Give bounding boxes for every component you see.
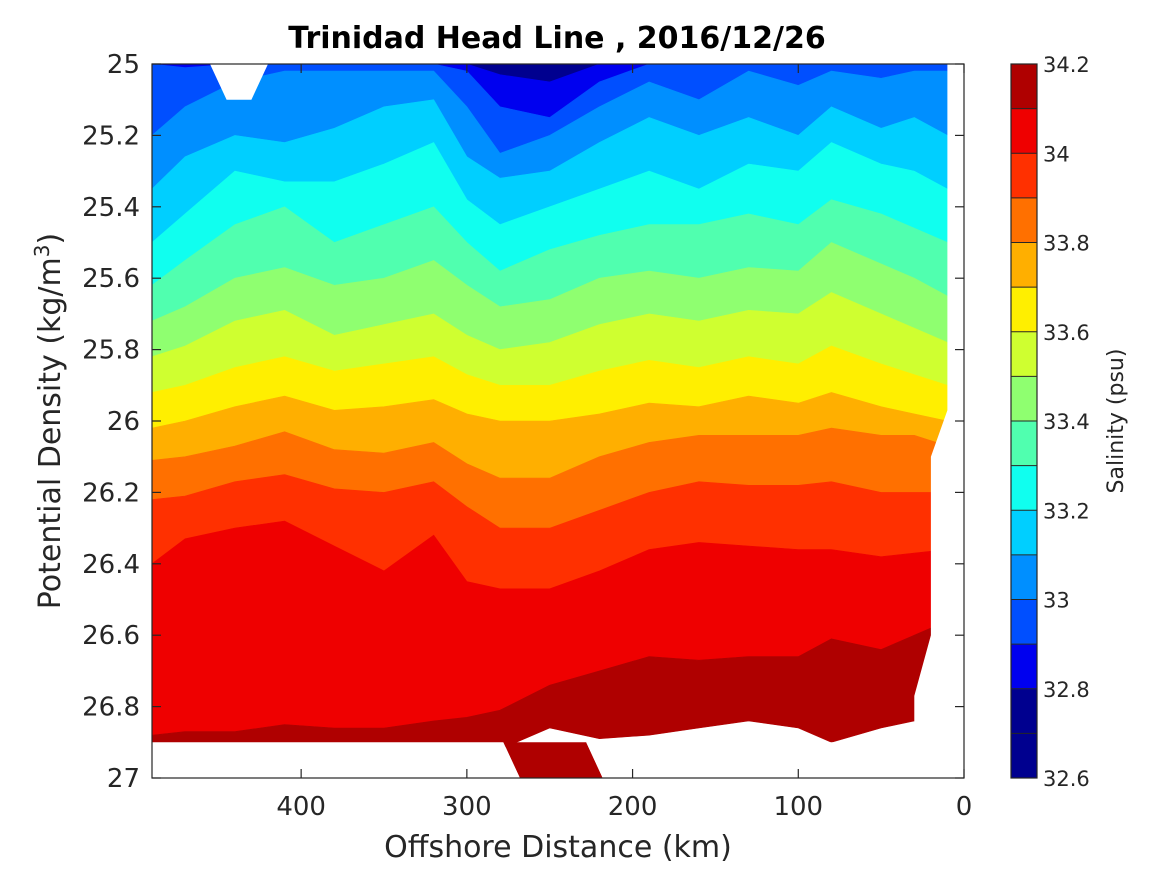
colorbar-segment	[1011, 287, 1037, 333]
colorbar-segment	[1011, 465, 1037, 511]
y-axis-title-superscript: 3	[30, 244, 54, 257]
contour-band-max	[503, 742, 603, 778]
colorbar-segment	[1011, 153, 1037, 199]
missing-region-bottom-right-gap	[586, 742, 633, 778]
colorbar-tick-label: 33.4	[1043, 410, 1090, 434]
colorbar-segment	[1011, 242, 1037, 288]
colorbar-segment	[1011, 688, 1037, 734]
y-axis-title-suffix: )	[33, 233, 68, 245]
colorbar-tick-label: 32.8	[1043, 678, 1090, 702]
colorbar-tick-label: 33.2	[1043, 499, 1090, 523]
x-axis-title: Offshore Distance (km)	[384, 830, 732, 865]
y-tick-label: 25.6	[82, 264, 140, 294]
plot-area	[151, 63, 965, 779]
missing-region-bottom-strip	[152, 742, 520, 778]
x-tick-label: 300	[442, 792, 492, 822]
y-tick-label: 25.8	[82, 336, 140, 366]
chart-title: Trinidad Head Line , 2016/12/26	[288, 21, 825, 56]
x-axis: 400 300 200 100 0	[276, 64, 972, 822]
colorbar-tick-label: 33.8	[1043, 232, 1090, 256]
colorbar-tick-label: 34	[1043, 142, 1070, 166]
colorbar-segment	[1011, 644, 1037, 690]
colorbar-tick-label: 34.2	[1043, 53, 1090, 77]
y-tick-label: 25	[107, 50, 140, 80]
x-tick-label: 200	[608, 792, 658, 822]
colorbar-segment	[1011, 421, 1037, 467]
y-tick-label: 26.4	[82, 550, 140, 580]
y-tick-label: 26.8	[82, 693, 140, 723]
colorbar-frame	[1010, 63, 1038, 779]
x-tick-label: 0	[956, 792, 973, 822]
colorbar-segment	[1011, 197, 1037, 243]
missing-region-top-notch	[210, 64, 268, 100]
colorbar-tick-label: 33	[1043, 589, 1070, 613]
colorbar-segment	[1011, 599, 1037, 645]
y-tick-label: 25.4	[82, 193, 140, 223]
colorbar: 34.2 34 33.8 33.6 33.4 33.2 33 32.8 32.6	[1010, 53, 1090, 791]
colorbar-segment	[1011, 376, 1037, 422]
colorbar-segment	[1011, 510, 1037, 556]
x-tick-label: 100	[773, 792, 823, 822]
x-tick-label: 400	[276, 792, 326, 822]
y-axis-title-main: Potential Density (kg/m	[33, 257, 68, 609]
colorbar-segment	[1011, 64, 1037, 110]
missing-data-regions	[152, 64, 964, 778]
y-tick-label: 25.2	[82, 121, 140, 151]
y-tick-label: 26	[107, 407, 140, 437]
colorbar-segment	[1011, 331, 1037, 377]
contour-bands	[151, 63, 948, 778]
colorbar-segment	[1011, 554, 1037, 600]
colorbar-segment	[1011, 733, 1037, 779]
y-axis-title: Potential Density (kg/m3)	[30, 233, 68, 609]
y-tick-label: 27	[107, 764, 140, 794]
colorbar-tick-label: 33.6	[1043, 321, 1090, 345]
y-tick-label: 26.2	[82, 478, 140, 508]
missing-region-bottom-right-strip	[632, 742, 915, 778]
y-axis: 25 25.2 25.4 25.6 25.8 26 26.2 26.4 26.6 26.8 27	[82, 50, 964, 794]
colorbar-title: Salinity (psu)	[1104, 349, 1129, 494]
colorbar-tick-label: 32.6	[1043, 767, 1090, 791]
y-tick-label: 26.6	[82, 621, 140, 651]
colorbar-segment	[1011, 108, 1037, 154]
missing-region-right-edge	[914, 64, 964, 778]
